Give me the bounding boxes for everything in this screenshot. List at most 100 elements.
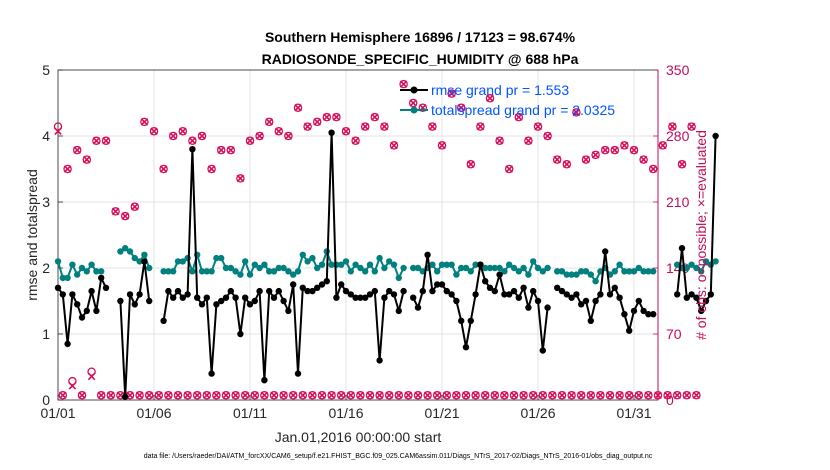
legend-spread-marker: [410, 106, 418, 114]
obs-evaluated-stroke: [505, 165, 513, 173]
rmse-point: [251, 297, 258, 305]
rmse-point: [554, 284, 561, 291]
obs-evaluated-stroke: [299, 391, 307, 400]
y-left-tick-label: 0: [42, 392, 50, 408]
obs-evaluated-marker: [596, 391, 605, 400]
rmse-point: [395, 307, 402, 315]
obs-possible-marker: [269, 391, 279, 400]
obs-evaluated-stroke: [678, 160, 686, 169]
obs-evaluated-stroke: [563, 160, 571, 169]
obs-evaluated-stroke: [467, 160, 475, 169]
obs-evaluated-stroke: [481, 391, 489, 400]
rmse-point: [141, 258, 148, 265]
obs-evaluated-marker: [399, 80, 408, 88]
obs-evaluated-marker: [203, 391, 211, 400]
obs-evaluated-marker: [327, 391, 336, 400]
obs-possible-marker: [557, 391, 567, 400]
spread-point: [314, 264, 321, 272]
rmse-point: [323, 278, 330, 285]
obs-possible-marker: [672, 391, 682, 400]
spread-point: [554, 268, 561, 275]
obs-evaluated-marker: [620, 141, 629, 150]
obs-possible-marker: [274, 127, 284, 136]
obs-possible-marker: [524, 136, 533, 145]
spread-point: [534, 264, 542, 272]
spread-point: [486, 264, 494, 272]
spread-point: [126, 248, 134, 255]
spread-point: [222, 264, 230, 272]
obs-evaluated-stroke: [548, 391, 557, 400]
spread-point: [438, 261, 446, 268]
rmse-point: [294, 370, 302, 377]
obs-evaluated-stroke: [476, 122, 485, 131]
spread-point: [285, 268, 292, 275]
obs-evaluated-marker: [63, 165, 72, 173]
spread-point: [318, 261, 326, 268]
obs-possible-marker: [168, 131, 178, 141]
obs-evaluated-marker: [255, 132, 264, 140]
obs-evaluated-stroke: [236, 174, 245, 183]
y-left-tick-label: 2: [42, 260, 50, 276]
spread-point: [395, 274, 402, 282]
obs-evaluated-stroke: [212, 391, 221, 400]
obs-evaluated-marker: [347, 391, 355, 400]
obs-possible-marker: [192, 391, 202, 400]
rmse-point: [237, 330, 244, 338]
obs-possible-marker: [437, 141, 447, 150]
rmse-point: [515, 294, 522, 301]
obs-evaluated-marker: [539, 391, 547, 400]
obs-possible-marker: [648, 164, 658, 174]
rmse-point: [688, 291, 695, 298]
obs-possible-marker: [197, 131, 207, 141]
spread-point: [251, 261, 258, 268]
obs-evaluated-marker: [515, 113, 523, 121]
obs-evaluated-marker: [491, 391, 499, 400]
legend-spread-label: totalspread grand pr = 2.0325: [431, 102, 615, 118]
spread-point: [98, 268, 105, 275]
obs-evaluated-stroke: [615, 391, 624, 400]
obs-evaluated-marker: [428, 122, 437, 131]
obs-evaluated-stroke: [174, 391, 182, 400]
rmse-point: [184, 291, 191, 298]
obs-evaluated-marker: [279, 391, 288, 400]
rmse-point: [501, 291, 508, 298]
obs-possible-marker: [308, 391, 317, 400]
rmse-point: [160, 317, 167, 324]
obs-evaluated-stroke: [155, 391, 163, 400]
obs-evaluated-marker: [294, 103, 302, 112]
spread-point: [453, 271, 460, 278]
obs-possible-marker: [159, 164, 168, 174]
obs-evaluated-marker: [611, 146, 619, 154]
obs-evaluated-marker: [164, 391, 173, 400]
obs-possible-marker: [586, 391, 596, 400]
obs-possible-marker: [461, 391, 471, 400]
obs-possible-marker: [490, 391, 500, 400]
obs-possible-marker: [96, 391, 106, 400]
obs-evaluated-marker: [615, 391, 624, 400]
legend-rmse-marker: [410, 86, 418, 94]
obs-evaluated-marker: [59, 391, 67, 400]
obs-evaluated-stroke: [587, 391, 595, 400]
rmse-point: [510, 287, 518, 295]
rmse-point: [434, 281, 441, 288]
rmse-point: [357, 294, 364, 301]
rmse-point: [146, 297, 153, 305]
obs-evaluated-marker: [668, 122, 677, 131]
rmse-point: [54, 284, 62, 291]
obs-possible-marker: [428, 122, 437, 131]
obs-evaluated-marker: [553, 155, 561, 164]
obs-possible-marker: [202, 391, 212, 400]
obs-possible-marker: [394, 391, 404, 400]
spread-point: [237, 271, 244, 278]
obs-evaluated-stroke: [639, 155, 648, 164]
spread-point: [458, 264, 465, 272]
spread-point: [74, 271, 81, 278]
obs-evaluated-marker: [169, 132, 177, 140]
obs-possible-marker: [63, 164, 72, 174]
obs-possible-marker: [610, 145, 620, 155]
obs-evaluated-marker: [121, 212, 129, 220]
data-file-footnote: data file: /Users/raeder/DAI/ATM_forcXX/…: [144, 453, 653, 460]
obs-evaluated-marker: [97, 391, 105, 400]
obs-evaluated-marker: [68, 382, 77, 390]
spread-point: [189, 268, 196, 275]
